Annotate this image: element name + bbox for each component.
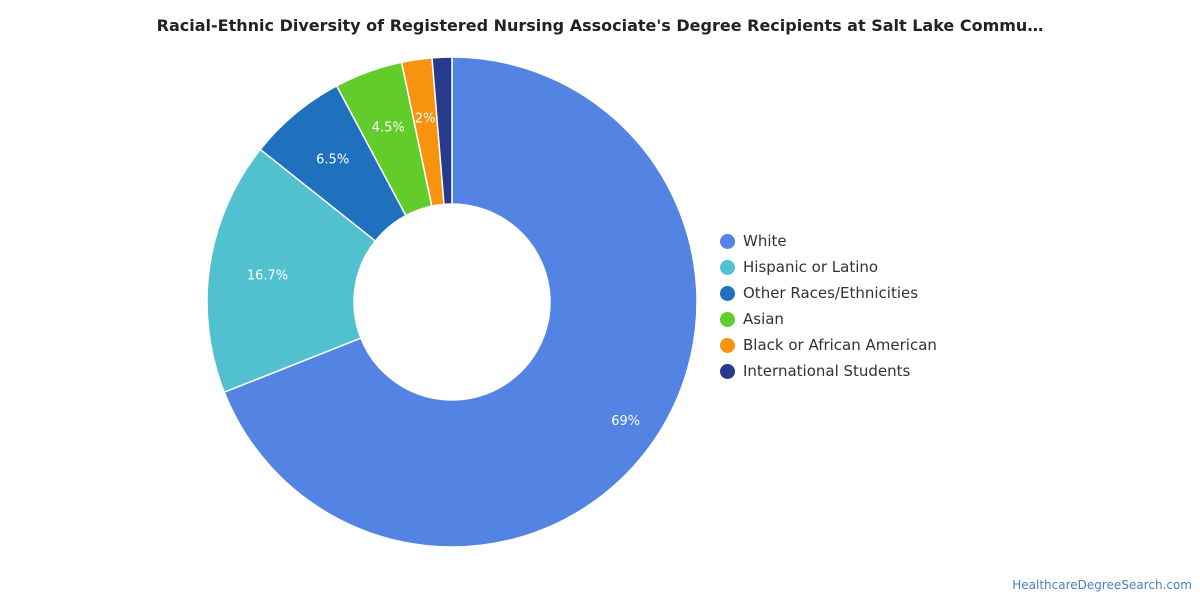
legend-swatch-icon (720, 259, 735, 275)
legend-label: Black or African American (743, 336, 937, 354)
data-label-other-races-ethnicities: 6.5% (316, 153, 349, 168)
data-label-black-or-african-american: 2% (415, 111, 436, 126)
slice-international-students[interactable] (431, 56, 453, 206)
legend-item-asian[interactable]: Asian (720, 306, 937, 332)
legend-swatch-icon (720, 233, 735, 249)
legend-item-hispanic-or-latino[interactable]: Hispanic or Latino (720, 254, 937, 280)
legend-label: Other Races/Ethnicities (743, 284, 919, 302)
data-label-asian: 4.5% (372, 121, 405, 136)
source-link[interactable]: HealthcareDegreeSearch.com (1012, 578, 1192, 592)
legend-item-international-students[interactable]: International Students (720, 358, 937, 384)
chart-title: Racial-Ethnic Diversity of Registered Nu… (156, 16, 1044, 35)
legend-swatch-icon (720, 363, 735, 379)
slice-hispanic-or-latino[interactable] (206, 148, 377, 394)
data-label-hispanic-or-latino: 16.7% (247, 269, 288, 284)
legend-item-black-or-african-american[interactable]: Black or African American (720, 332, 937, 358)
slice-white[interactable] (223, 56, 698, 548)
data-label-white: 69% (611, 414, 640, 429)
legend-item-other-races-ethnicities[interactable]: Other Races/Ethnicities (720, 280, 937, 306)
legend-swatch-icon (720, 285, 735, 301)
legend-label: Asian (743, 310, 784, 328)
legend-label: International Students (743, 362, 911, 380)
legend-swatch-icon (720, 337, 735, 353)
legend-item-white[interactable]: White (720, 228, 937, 254)
legend: White Hispanic or Latino Other Races/Ethni… (720, 228, 937, 384)
legend-label: Hispanic or Latino (743, 258, 879, 276)
legend-label: White (743, 232, 787, 250)
legend-swatch-icon (720, 311, 735, 327)
